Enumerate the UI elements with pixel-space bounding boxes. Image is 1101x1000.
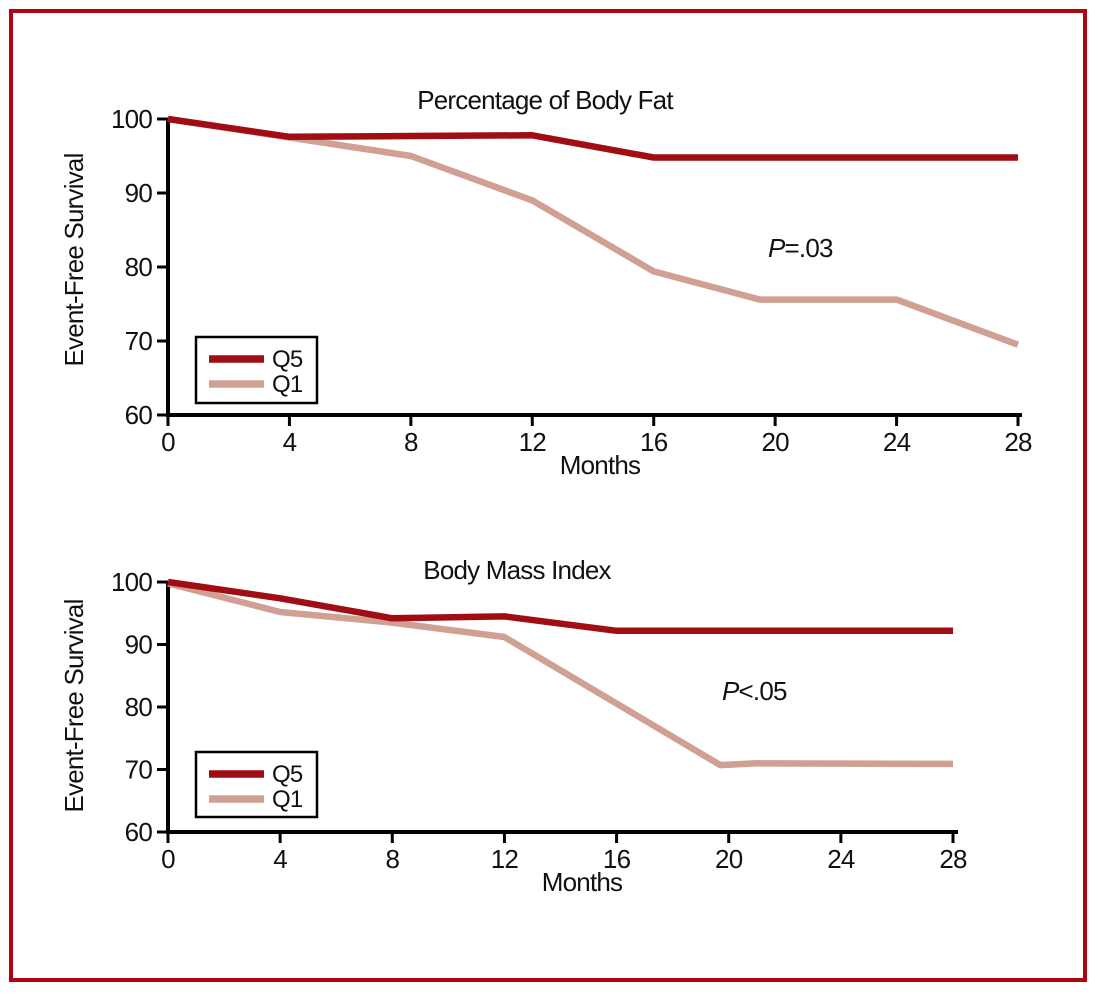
- x-tick-label: 8: [404, 427, 418, 457]
- chart-title: Percentage of Body Fat: [417, 85, 674, 115]
- legend-label-q1: Q1: [272, 786, 303, 813]
- chart-title: Body Mass Index: [423, 555, 611, 585]
- x-tick-label: 24: [883, 427, 911, 457]
- y-tick-label: 60: [125, 817, 153, 847]
- x-tick-label: 16: [640, 427, 668, 457]
- x-tick-label: 0: [161, 844, 175, 874]
- x-tick-label: 0: [161, 427, 175, 457]
- series-line-q5: [167, 115, 1018, 161]
- x-axis-label: Months: [560, 450, 641, 480]
- chart-body-mass-index: 0 4 8 12 16 20 24 28 60 70 80 90 100 Body Mass Index M…: [59, 555, 968, 897]
- x-tick-label: 20: [761, 427, 789, 457]
- x-tick-label: 24: [827, 844, 855, 874]
- y-tick-label: 100: [111, 104, 152, 134]
- chart-percentage-body-fat: 0 4 8 12 16 20 24 28 60 70 80 90 100 Percentage of Bo…: [59, 85, 1033, 480]
- series-line-q5: [167, 578, 953, 635]
- y-tick-label: 100: [111, 567, 152, 597]
- x-tick-label: 16: [603, 844, 631, 874]
- y-tick-label: 90: [125, 178, 153, 208]
- legend-box: [194, 335, 319, 405]
- y-tick-label: 70: [125, 326, 153, 356]
- p-value-annotation: P=.03: [768, 233, 833, 263]
- legend-label-q5: Q5: [272, 761, 303, 788]
- x-tick-label: 8: [385, 844, 399, 874]
- x-axis-label: Months: [542, 867, 623, 897]
- y-axis-label: Event-Free Survival: [59, 153, 89, 366]
- x-tick-label: 12: [519, 427, 547, 457]
- x-tick-label: 28: [1004, 427, 1032, 457]
- figure-border-frame: [9, 9, 1087, 982]
- x-tick-label: 20: [715, 844, 743, 874]
- x-tick-label: 4: [283, 427, 297, 457]
- y-tick-label: 80: [125, 692, 153, 722]
- x-tick-label: 12: [491, 844, 519, 874]
- y-axis-label: Event-Free Survival: [59, 599, 89, 812]
- series-line-q1: [167, 580, 954, 769]
- p-value-annotation: P<.05: [722, 676, 787, 706]
- y-tick-label: 90: [125, 630, 153, 660]
- y-tick-label: 60: [125, 400, 153, 430]
- x-tick-label: 28: [939, 844, 967, 874]
- y-tick-label: 80: [125, 252, 153, 282]
- series-line-q1: [167, 115, 1020, 348]
- legend-box: [194, 750, 319, 819]
- y-tick-label: 70: [125, 755, 153, 785]
- x-tick-label: 4: [273, 844, 287, 874]
- legend-label-q1: Q1: [272, 371, 303, 398]
- legend-label-q5: Q5: [272, 346, 303, 373]
